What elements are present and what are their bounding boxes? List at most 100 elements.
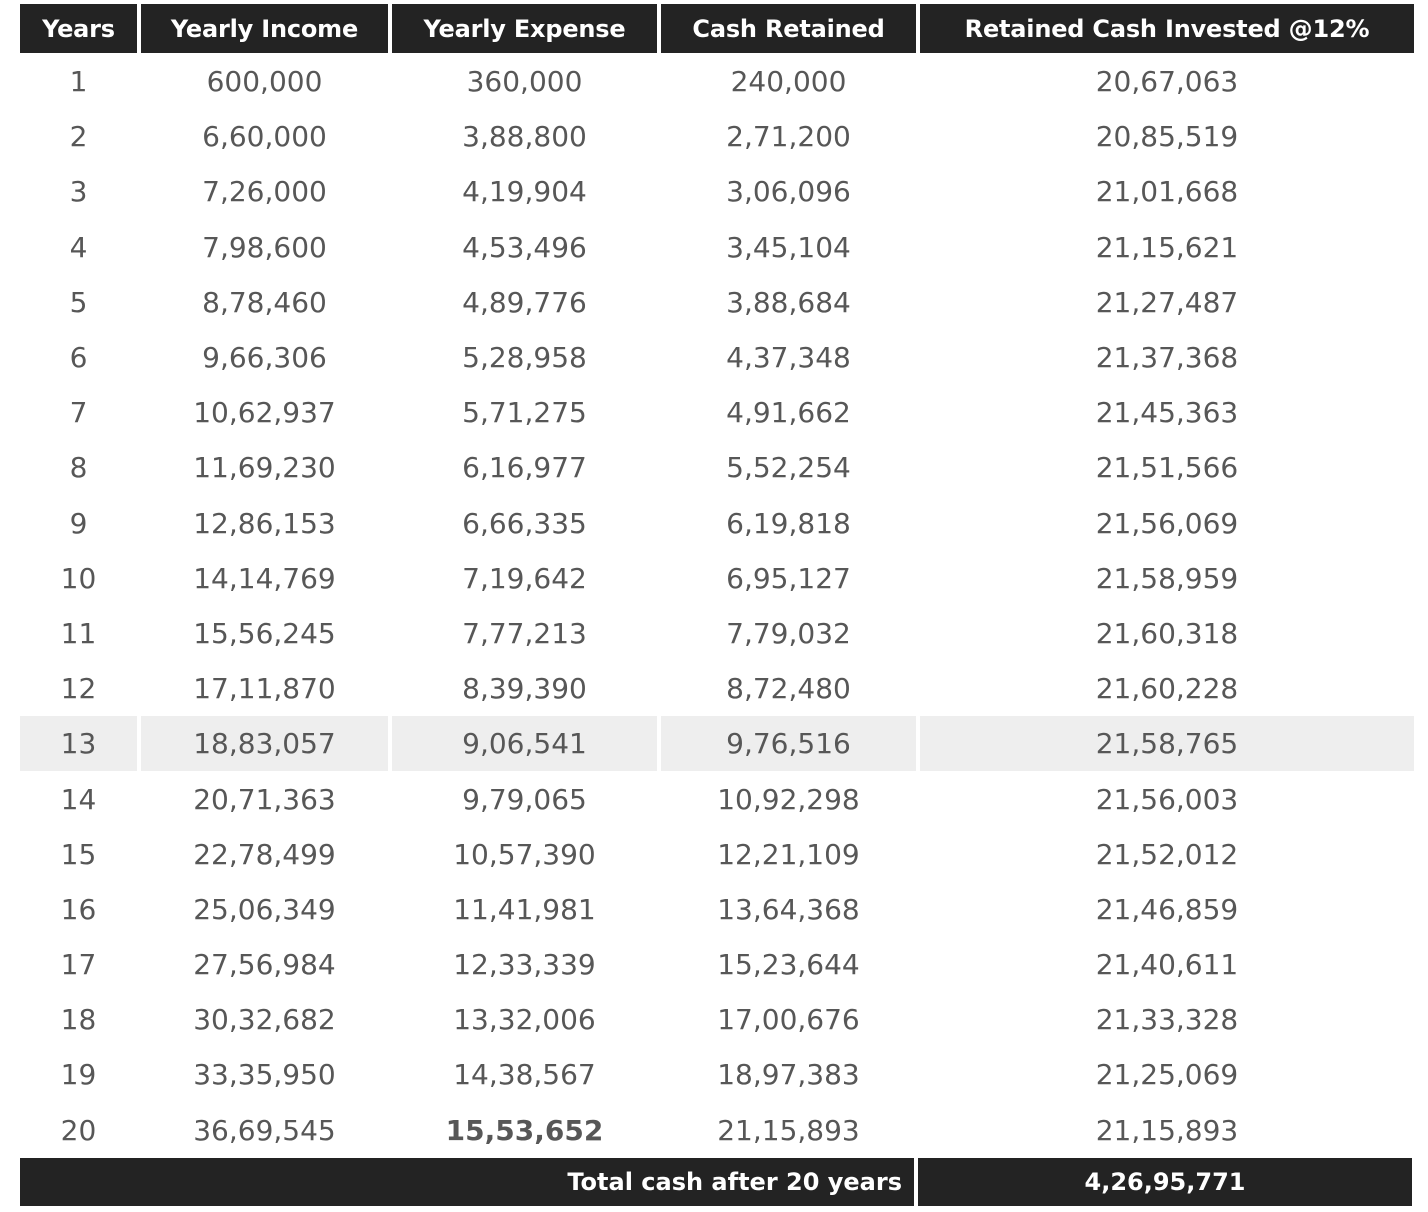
cell-yearly-income: 600,000	[206, 65, 323, 99]
header-cash-retained: Cash Retained	[661, 4, 916, 53]
table-row: 1 600,000 360,000 240,000 20,67,063	[20, 54, 1412, 109]
cell-year: 5	[69, 285, 88, 319]
cell-cash-retained: 15,23,644	[717, 948, 860, 982]
cell-retained-cash-invested: 20,85,519	[1095, 120, 1239, 154]
cell-yearly-expense: 14,38,567	[453, 1058, 596, 1092]
cell-yearly-income: 22,78,499	[193, 837, 336, 871]
table-row: 13 18,83,057 9,06,541 9,76,516 21,58,765	[20, 716, 1414, 772]
cell-retained-cash-invested: 21,56,069	[1095, 506, 1239, 540]
cell-cash-retained: 10,92,298	[717, 782, 860, 816]
header-yearly-expense: Yearly Expense	[392, 4, 657, 53]
cell-yearly-income: 8,78,460	[202, 285, 327, 319]
cell-yearly-income: 7,26,000	[202, 175, 327, 209]
cell-cash-retained: 7,79,032	[726, 616, 851, 650]
cell-retained-cash-invested: 21,27,487	[1095, 285, 1239, 319]
cell-year: 4	[69, 230, 88, 264]
cell-yearly-expense: 4,89,776	[462, 285, 587, 319]
cell-cash-retained: 6,19,818	[726, 506, 851, 540]
table-row: 18 30,32,682 13,32,006 17,00,676 21,33,328	[20, 992, 1412, 1047]
cell-yearly-income: 6,60,000	[202, 120, 327, 154]
cell-retained-cash-invested: 21,56,003	[1095, 782, 1239, 816]
cell-cash-retained: 4,37,348	[726, 341, 851, 375]
cell-cash-retained: 5,52,254	[726, 451, 851, 485]
cell-year: 2	[69, 120, 88, 154]
cell-year: 6	[69, 341, 88, 375]
cell-cash-retained: 240,000	[730, 65, 847, 99]
table-row: 10 14,14,769 7,19,642 6,95,127 21,58,959	[20, 551, 1412, 606]
cell-year: 8	[69, 451, 88, 485]
cell-yearly-income: 7,98,600	[202, 230, 327, 264]
table-row: 20 36,69,545 15,53,652 21,15,893 21,15,893	[20, 1103, 1412, 1158]
cell-yearly-income: 27,56,984	[193, 948, 336, 982]
cell-yearly-expense: 7,19,642	[462, 561, 587, 595]
cell-yearly-expense: 4,53,496	[462, 230, 587, 264]
cell-year: 1	[69, 65, 88, 99]
cell-retained-cash-invested: 21,58,765	[920, 716, 1414, 772]
cell-yearly-expense: 11,41,981	[453, 892, 596, 926]
table-row: 14 20,71,363 9,79,065 10,92,298 21,56,003	[20, 771, 1412, 826]
cell-cash-retained: 3,45,104	[726, 230, 851, 264]
cell-year: 13	[20, 716, 137, 772]
cell-yearly-income: 9,66,306	[202, 341, 327, 375]
table-row: 19 33,35,950 14,38,567 18,97,383 21,25,069	[20, 1047, 1412, 1102]
table-row: 15 22,78,499 10,57,390 12,21,109 21,52,012	[20, 827, 1412, 882]
cell-retained-cash-invested: 20,67,063	[1095, 65, 1239, 99]
table-row: 9 12,86,153 6,66,335 6,19,818 21,56,069	[20, 496, 1412, 551]
cell-yearly-income: 33,35,950	[193, 1058, 336, 1092]
cell-yearly-income: 30,32,682	[193, 1003, 336, 1037]
table-header-row: Years Yearly Income Yearly Expense Cash …	[20, 4, 1414, 53]
cell-yearly-expense: 4,19,904	[462, 175, 587, 209]
cell-yearly-income: 10,62,937	[193, 396, 336, 430]
cell-year: 11	[60, 616, 97, 650]
cell-year: 15	[60, 837, 97, 871]
cell-yearly-income: 15,56,245	[193, 616, 336, 650]
table-row: 4 7,98,600 4,53,496 3,45,104 21,15,621	[20, 220, 1412, 275]
cell-yearly-income: 20,71,363	[193, 782, 336, 816]
cell-cash-retained: 3,88,684	[726, 285, 851, 319]
cell-yearly-expense: 6,16,977	[462, 451, 587, 485]
footer-total-label: Total cash after 20 years	[20, 1157, 914, 1206]
cell-retained-cash-invested: 21,37,368	[1095, 341, 1239, 375]
cell-yearly-expense: 13,32,006	[453, 1003, 596, 1037]
cell-yearly-income: 36,69,545	[193, 1113, 336, 1147]
cell-retained-cash-invested: 21,15,893	[1095, 1113, 1239, 1147]
cell-year: 14	[60, 782, 97, 816]
cell-cash-retained: 12,21,109	[717, 837, 860, 871]
table-row: 11 15,56,245 7,77,213 7,79,032 21,60,318	[20, 606, 1412, 661]
cell-cash-retained: 6,95,127	[726, 561, 851, 595]
table-row: 2 6,60,000 3,88,800 2,71,200 20,85,519	[20, 109, 1412, 164]
table-row: 16 25,06,349 11,41,981 13,64,368 21,46,859	[20, 882, 1412, 937]
cell-yearly-expense: 9,06,541	[392, 716, 657, 772]
cell-retained-cash-invested: 21,60,228	[1095, 672, 1239, 706]
cell-cash-retained: 3,06,096	[726, 175, 851, 209]
cell-yearly-income: 12,86,153	[193, 506, 336, 540]
cell-year: 16	[60, 892, 97, 926]
cell-yearly-income: 25,06,349	[193, 892, 336, 926]
cell-year: 20	[60, 1113, 97, 1147]
cell-retained-cash-invested: 21,52,012	[1095, 837, 1239, 871]
cell-year: 12	[60, 672, 97, 706]
cell-retained-cash-invested: 21,60,318	[1095, 616, 1239, 650]
cell-cash-retained: 8,72,480	[726, 672, 851, 706]
cell-yearly-expense: 10,57,390	[453, 837, 596, 871]
table-row: 3 7,26,000 4,19,904 3,06,096 21,01,668	[20, 164, 1412, 219]
cash-retention-table: Years Yearly Income Yearly Expense Cash …	[20, 4, 1414, 1206]
cell-year: 3	[69, 175, 88, 209]
table-row: 12 17,11,870 8,39,390 8,72,480 21,60,228	[20, 661, 1412, 716]
cell-year: 19	[60, 1058, 97, 1092]
cell-yearly-expense: 3,88,800	[462, 120, 587, 154]
cell-yearly-expense: 15,53,652	[445, 1113, 604, 1147]
cell-year: 18	[60, 1003, 97, 1037]
header-years: Years	[20, 4, 137, 53]
cell-year: 10	[60, 561, 97, 595]
cell-cash-retained: 13,64,368	[717, 892, 860, 926]
cell-retained-cash-invested: 21,46,859	[1095, 892, 1239, 926]
table-row: 17 27,56,984 12,33,339 15,23,644 21,40,611	[20, 937, 1412, 992]
cell-year: 17	[60, 948, 97, 982]
cell-retained-cash-invested: 21,45,363	[1095, 396, 1239, 430]
cell-cash-retained: 18,97,383	[717, 1058, 860, 1092]
cell-yearly-expense: 12,33,339	[453, 948, 596, 982]
cell-yearly-expense: 6,66,335	[462, 506, 587, 540]
cell-yearly-income: 14,14,769	[193, 561, 336, 595]
cell-cash-retained: 9,76,516	[661, 716, 916, 772]
